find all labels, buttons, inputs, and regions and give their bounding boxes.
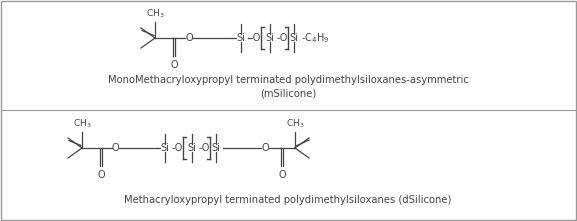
Text: -O: -O [277, 33, 288, 43]
Text: Si: Si [289, 33, 298, 43]
Text: O: O [112, 143, 119, 153]
Text: Si: Si [187, 143, 196, 153]
Text: -O: -O [250, 33, 261, 43]
Text: O: O [261, 143, 269, 153]
Text: Si: Si [211, 143, 220, 153]
Text: O: O [97, 170, 105, 180]
Text: -O: -O [172, 143, 183, 153]
Text: CH$_3$: CH$_3$ [73, 118, 91, 130]
Text: MonoMethacryloxypropyl terminated polydimethylsiloxanes-asymmetric: MonoMethacryloxypropyl terminated polydi… [107, 75, 469, 85]
Text: -C$_4$H$_9$: -C$_4$H$_9$ [301, 31, 329, 45]
Text: Si: Si [265, 33, 274, 43]
Text: O: O [278, 170, 286, 180]
Text: O: O [185, 33, 193, 43]
Text: Methacryloxypropyl terminated polydimethylsiloxanes (dSilicone): Methacryloxypropyl terminated polydimeth… [124, 195, 452, 205]
Text: -O: -O [199, 143, 211, 153]
Text: O: O [170, 60, 178, 70]
Text: (mSilicone): (mSilicone) [260, 88, 316, 98]
Text: Si: Si [160, 143, 169, 153]
Text: CH$_3$: CH$_3$ [145, 8, 164, 20]
Text: Si: Si [236, 33, 245, 43]
Text: CH$_3$: CH$_3$ [286, 118, 304, 130]
